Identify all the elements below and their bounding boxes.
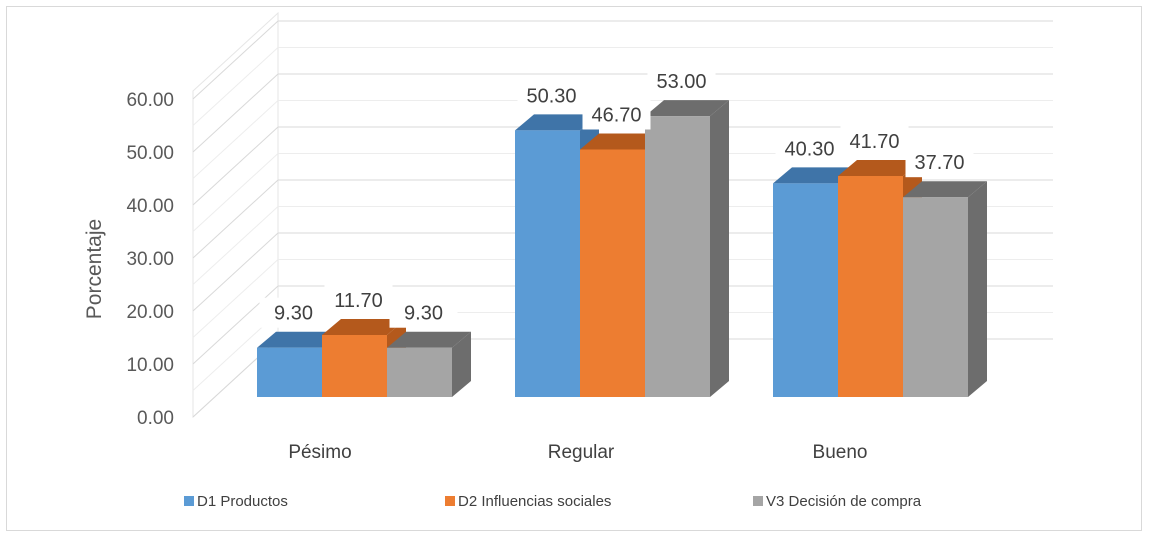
legend-entry: D2 Influencias sociales [458,493,611,510]
data-label-box [647,66,716,97]
chart-frame: 0.00 10.00 20.00 30.00 40.00 50.00 60.00 9.30 1… [6,6,1142,531]
gridline-side [192,47,279,126]
legend-entry: D1 Productos [197,493,288,510]
bar-top [645,100,729,117]
y-tick-label: 10.00 [126,355,174,376]
bar-side [968,181,987,397]
bar [773,183,838,397]
legend-entry: V3 Decisión de compra [766,493,922,510]
data-label: 9.30 [274,303,313,325]
y-tick-label: 30.00 [126,249,174,270]
gridline-side [192,259,279,338]
bar-top [580,133,664,150]
gridline-side [192,73,279,153]
bar-top [515,114,599,131]
y-tick-label: 20.00 [126,302,174,323]
data-label-box [517,80,586,111]
data-label: 9.30 [404,303,443,325]
x-axis-ticks: Pésimo Regular Bueno [288,442,867,463]
bar [257,347,322,397]
legend-swatch [445,496,455,506]
gridline-side [192,179,279,259]
data-label: 50.30 [526,85,576,107]
bar-top [838,159,922,176]
data-label: 40.30 [784,138,834,160]
y-tick-label: 40.00 [126,196,174,217]
bar-top [773,167,857,184]
data-label-box [324,284,393,315]
y-tick-label: 50.00 [126,143,174,164]
bar-side [710,100,729,397]
bar-side [452,331,471,397]
data-label-box [840,125,909,156]
legend-swatch [184,496,194,506]
gridline-side [192,206,279,285]
bar-top [322,318,406,335]
y-tick-label: 60.00 [126,90,174,111]
x-tick-label: Pésimo [288,442,351,463]
data-label: 46.70 [591,104,641,126]
bar [515,130,580,397]
bar [903,197,968,397]
data-label-box [259,297,328,328]
bar-top [387,331,471,348]
legend-swatch [753,496,763,506]
gridline-side [192,126,279,206]
chart-svg: 0.00 10.00 20.00 30.00 40.00 50.00 60.00 9.30 1… [83,11,1053,510]
bar [645,116,710,397]
data-label-box [389,297,458,328]
data-label: 53.00 [656,71,706,93]
bar [387,347,452,397]
gridline-side [192,153,279,232]
bar [322,334,387,397]
gridline-side [192,100,279,179]
bars [257,100,987,397]
data-label: 37.70 [914,152,964,174]
bar-top [903,181,987,198]
data-label-box [905,147,974,178]
bar-top [257,331,341,348]
gridline-side [192,232,279,312]
legend: D1 Productos D2 Influencias sociales V3 De… [184,493,922,510]
data-label: 11.70 [334,290,383,312]
data-label-box [582,99,651,130]
y-axis-ticks: 0.00 10.00 20.00 30.00 40.00 50.00 60.00 [126,90,174,429]
gridline-side [192,20,279,100]
bar [580,149,645,397]
data-label: 41.70 [849,131,899,153]
data-label-box [775,133,844,164]
y-axis-label: Porcentaje [83,219,106,319]
data-labels: 9.30 11.70 9.30 50.30 46.70 53.00 40.30 41.70 37… [259,66,974,328]
x-tick-label: Bueno [813,442,868,463]
y-tick-label: 0.00 [137,408,174,429]
bar [838,175,903,397]
x-tick-label: Regular [548,442,615,463]
